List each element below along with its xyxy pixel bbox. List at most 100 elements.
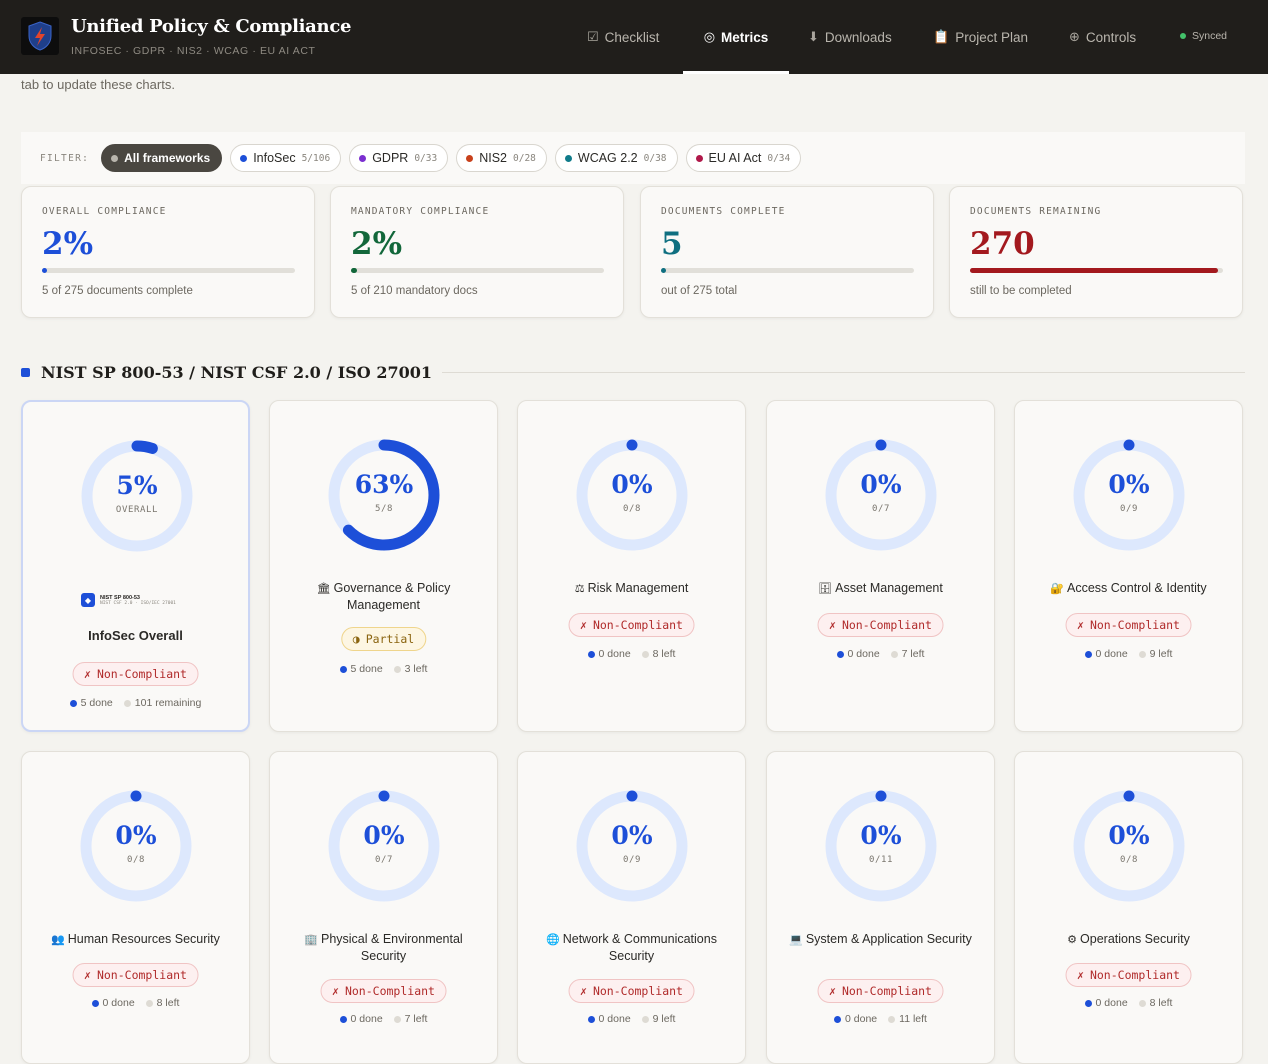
stat-label: MANDATORY COMPLIANCE (351, 206, 490, 217)
ring-caption: 5/8 (374, 504, 394, 514)
ring-percent: 0% (1108, 470, 1150, 499)
stat-progress-fill (42, 268, 47, 273)
domain-card-network[interactable]: 0% 0/9 🌐 Network & Communications Securit… (517, 751, 746, 1064)
section-marker-icon (21, 367, 30, 377)
done-count: 0 done (350, 1013, 383, 1025)
domain-card-risk[interactable]: 0% 0/8 ⚖ Risk Management ✗ Non-Compliant … (517, 400, 746, 732)
app-title: Unified Policy & Compliance (71, 16, 352, 37)
stat-card-mandatory-compliance: MANDATORY COMPLIANCE 2% 5 of 210 mandato… (330, 186, 624, 318)
tab-checklist[interactable]: ☑ Checklist (587, 0, 659, 74)
stat-subtext: out of 275 total (661, 285, 738, 297)
status-badge: ✗ Non-Compliant (817, 613, 944, 637)
left-count: 9 left (652, 1013, 676, 1025)
done-dot-icon (834, 1015, 842, 1023)
domain-card-human-resources[interactable]: 0% 0/8 👥 Human Resources Security ✗ Non-C… (21, 751, 250, 1064)
ring-percent: 0% (115, 821, 157, 850)
domain-card-access-control[interactable]: 0% 0/9 🔐 Access Control & Identity ✗ Non-… (1014, 400, 1243, 732)
left-count: 8 left (156, 997, 180, 1009)
status-label: Non-Compliant (1089, 618, 1180, 632)
stat-label: OVERALL COMPLIANCE (42, 206, 167, 217)
status-label: Non-Compliant (841, 984, 932, 998)
stat-progress-fill (970, 268, 1218, 273)
x-icon: ✗ (332, 984, 339, 998)
infosec-overall-card[interactable]: 5% OVERALL ◆ NIST SP 800-53 NIST CSF 2.0… (21, 400, 250, 732)
domain-card-system-application[interactable]: 0% 0/11 💻 System & Application Security ✗… (766, 751, 995, 1064)
done-dot-icon (69, 699, 77, 707)
progress-ring: 0% 0/8 (1071, 788, 1187, 904)
domain-card-governance[interactable]: 63% 5/8 🏛 Governance & Policy Management … (269, 400, 498, 732)
left-count: 8 left (1149, 997, 1173, 1009)
card-meta: 0 done 7 left (270, 1013, 497, 1025)
filter-chip-nis2[interactable]: NIS2 0/28 (456, 144, 547, 172)
ring-caption: 0/11 (868, 855, 894, 865)
domain-card-physical[interactable]: 0% 0/7 🏢 Physical & Environmental Securit… (269, 751, 498, 1064)
done-count: 0 done (102, 997, 135, 1009)
ring-progress-arc (328, 439, 440, 551)
card-meta: 0 done 9 left (518, 1013, 745, 1025)
filter-chip-eu-ai-act[interactable]: EU AI Act 0/34 (685, 144, 802, 172)
ring-percent: 0% (611, 470, 653, 499)
domain-card-asset[interactable]: 0% 0/7 🗄 Asset Management ✗ Non-Compliant… (766, 400, 995, 732)
stat-subtext: 5 of 275 documents complete (42, 285, 193, 297)
done-count: 5 done (350, 663, 383, 675)
status-badge: ✗ Non-Compliant (568, 613, 695, 637)
dot-icon (564, 154, 572, 162)
status-badge: ✗ Non-Compliant (72, 963, 199, 987)
done-dot-icon (587, 650, 595, 658)
status-label: Partial (365, 632, 415, 646)
progress-ring: 5% OVERALL (79, 438, 195, 554)
card-meta: 0 done 9 left (1015, 648, 1242, 660)
gear-icon: ⚙ (1067, 934, 1078, 946)
filter-chip-wcag[interactable]: WCAG 2.2 0/38 (554, 144, 678, 172)
tab-label: Downloads (824, 29, 892, 45)
app-subtitle: INFOSEC · GDPR · NIS2 · WCAG · EU AI ACT (71, 45, 316, 57)
progress-ring: 0% 0/9 (574, 788, 690, 904)
half-circle-icon: ◑ (352, 632, 360, 646)
dot-icon (111, 154, 119, 162)
done-dot-icon (1084, 999, 1092, 1007)
ring-caption: 0/8 (622, 504, 642, 514)
card-title: 🏢 Physical & Environmental Security (280, 931, 487, 964)
filter-chip-all[interactable]: All frameworks (101, 144, 223, 172)
chip-count: 0/34 (767, 152, 791, 164)
tab-downloads[interactable]: ⬇ Downloads (808, 0, 892, 74)
done-dot-icon (339, 665, 347, 673)
card-title: 💻 System & Application Security (777, 931, 984, 948)
card-title-text: System & Application Security (805, 932, 972, 946)
card-title-text: Access Control & Identity (1067, 581, 1207, 595)
progress-ring: 63% 5/8 (326, 437, 442, 553)
stat-progress-track (351, 268, 604, 273)
filter-chip-gdpr[interactable]: GDPR 0/33 (349, 144, 449, 172)
done-count: 5 done (80, 697, 113, 709)
card-title: 🌐 Network & Communications Security (528, 931, 735, 964)
stat-value: 2% (351, 226, 403, 262)
tab-controls[interactable]: ⊕ Controls (1069, 0, 1136, 74)
filter-chip-infosec[interactable]: InfoSec 5/106 (230, 144, 342, 172)
x-icon: ✗ (829, 984, 836, 998)
top-bar: Unified Policy & Compliance INFOSEC · GD… (0, 0, 1268, 74)
done-count: 0 done (847, 648, 880, 660)
x-icon: ✗ (84, 667, 91, 681)
shield-logo-icon (21, 17, 59, 55)
status-badge: ✗ Non-Compliant (1065, 963, 1192, 987)
card-title-text: Governance & Policy Management (333, 581, 451, 612)
left-count: 7 left (901, 648, 925, 660)
left-dot-icon (890, 650, 898, 658)
stat-card-documents-remaining: DOCUMENTS REMAINING 270 still to be comp… (949, 186, 1243, 318)
progress-ring: 0% 0/8 (574, 437, 690, 553)
done-count: 0 done (1095, 648, 1128, 660)
card-title-text: Human Resources Security (67, 932, 220, 946)
section-title: NIST SP 800-53 / NIST CSF 2.0 / ISO 2700… (41, 362, 432, 382)
tab-project-plan[interactable]: 📋 Project Plan (933, 0, 1028, 74)
stat-progress-track (661, 268, 914, 273)
status-label: Non-Compliant (592, 984, 683, 998)
card-title-text: Physical & Environmental Security (320, 932, 463, 963)
x-icon: ✗ (829, 618, 836, 632)
ring-percent: 63% (354, 470, 414, 499)
tab-metrics[interactable]: ◎ Metrics (683, 0, 789, 74)
card-title: InfoSec Overall (88, 628, 183, 643)
left-count: 7 left (404, 1013, 428, 1025)
left-dot-icon (1138, 650, 1146, 658)
domain-card-operations[interactable]: 0% 0/8 ⚙ Operations Security ✗ Non-Compli… (1014, 751, 1243, 1064)
card-meta: 5 done 101 remaining (23, 697, 248, 709)
